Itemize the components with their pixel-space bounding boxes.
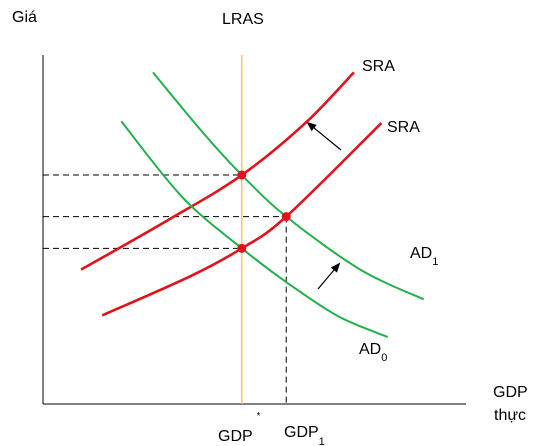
- equilibrium-point-1: [281, 212, 291, 222]
- lras-label: LRAS: [222, 11, 264, 28]
- ad0-curve: [120, 120, 389, 338]
- equilibrium-points: [237, 170, 291, 253]
- gdp1-main: GDP: [284, 424, 319, 441]
- ad0-label-sub: 0: [381, 352, 387, 364]
- y-axis-label: Giá: [12, 9, 37, 26]
- gdp1-sub: 1: [319, 436, 325, 446]
- x-axis-label-2: thực: [494, 407, 526, 424]
- sra-upper-curve: [80, 71, 355, 271]
- gdp-star-label: GDP *: [218, 411, 261, 445]
- sra-lower-label: SRA: [387, 119, 420, 136]
- x-axis-label: GDP: [493, 384, 528, 401]
- gdp-star-sup: *: [257, 411, 261, 422]
- ad1-label-sub: 1: [432, 256, 438, 268]
- ad0-label-main: AD: [359, 341, 381, 358]
- ad1-label: AD1: [410, 245, 438, 268]
- ad1-curve: [152, 71, 425, 301]
- ad0-label: AD0: [359, 341, 387, 364]
- sra-upper-label: SRA: [362, 58, 395, 75]
- shift-arrow-upper: [306, 121, 342, 151]
- dashed-guides: [43, 174, 287, 404]
- equilibrium-point-2: [237, 243, 247, 253]
- gdp-star-main: GDP: [218, 428, 253, 445]
- shift-arrow-lower: [317, 262, 341, 290]
- gdp1-label: GDP1: [284, 424, 325, 446]
- equilibrium-point-0: [237, 170, 247, 180]
- ad1-label-main: AD: [410, 245, 432, 262]
